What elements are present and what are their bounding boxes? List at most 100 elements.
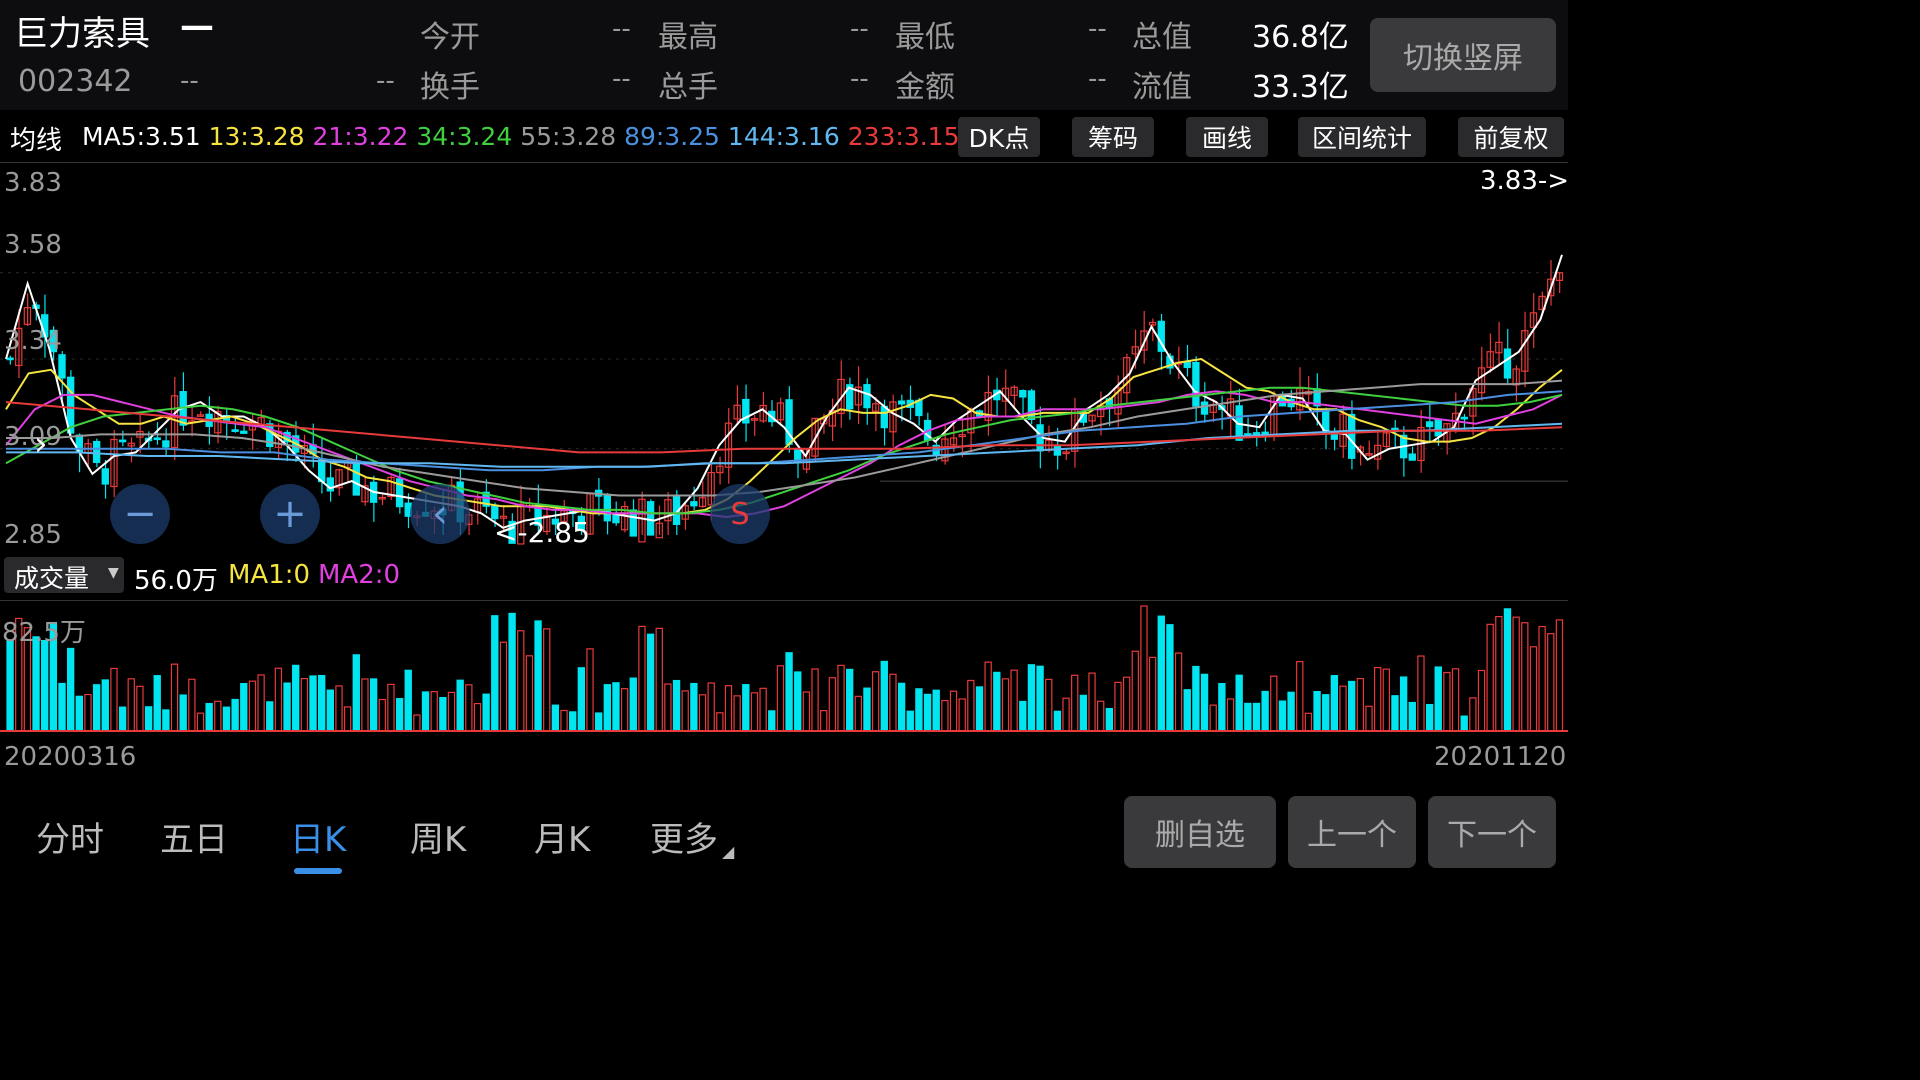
quote-header bbox=[0, 0, 1568, 110]
forward-adjust-button[interactable]: 前复权 bbox=[1458, 117, 1564, 157]
y-label-0: 3.83 bbox=[4, 168, 62, 198]
volume-bar bbox=[1252, 702, 1261, 732]
volume-bar bbox=[266, 701, 274, 732]
ma-line-21 bbox=[5, 390, 1563, 519]
volume-bar bbox=[854, 695, 863, 732]
candle-body bbox=[1062, 451, 1070, 455]
volume-bar bbox=[421, 691, 430, 732]
ma-item-233: 233:3.15 bbox=[847, 122, 960, 151]
tab-intraday[interactable]: 分时 bbox=[36, 820, 104, 860]
volume-bar bbox=[646, 633, 655, 732]
volume-bar bbox=[1218, 683, 1226, 732]
zoom-out-icon[interactable]: − bbox=[110, 484, 170, 544]
field-label-amount: 金额 bbox=[895, 70, 955, 105]
volume-bar bbox=[1053, 710, 1062, 732]
dk-point-button[interactable]: DK点 bbox=[958, 117, 1040, 157]
chips-button[interactable]: 筹码 bbox=[1072, 117, 1154, 157]
volume-bar bbox=[551, 704, 560, 732]
volume-bar bbox=[309, 675, 317, 732]
draw-line-button[interactable]: 画线 bbox=[1186, 117, 1268, 157]
candle-body bbox=[776, 402, 785, 421]
candle-body bbox=[1010, 386, 1018, 396]
volume-bar bbox=[1071, 674, 1079, 732]
candle-body bbox=[543, 514, 551, 533]
volume-bar bbox=[447, 691, 456, 732]
volume-bar bbox=[162, 709, 170, 732]
volume-bar bbox=[993, 671, 1001, 732]
volume-bar bbox=[586, 648, 594, 732]
stock-code: 002342 bbox=[18, 64, 133, 99]
candle-body bbox=[23, 307, 32, 325]
volume-bar bbox=[413, 714, 421, 732]
candle-body bbox=[1434, 419, 1442, 437]
candle-body bbox=[6, 357, 14, 361]
candle-body bbox=[655, 522, 663, 539]
volume-bar bbox=[794, 671, 802, 732]
volume-bar bbox=[283, 682, 291, 732]
volume-bar bbox=[1148, 656, 1157, 732]
indicator-selector[interactable]: 成交量 ▼ bbox=[4, 557, 124, 593]
volume-bar bbox=[906, 710, 914, 732]
volume-bar bbox=[915, 688, 923, 732]
tab-daily-k[interactable]: 日K bbox=[290, 820, 347, 860]
volume-bar bbox=[984, 661, 992, 732]
last-price: — bbox=[180, 6, 214, 46]
volume-bar bbox=[1460, 715, 1468, 732]
ma-line-144 bbox=[6, 422, 1563, 468]
volume-bar bbox=[1399, 676, 1408, 732]
volume-bar bbox=[1296, 660, 1304, 732]
tab-five-day[interactable]: 五日 bbox=[160, 820, 228, 860]
volume-bar bbox=[84, 693, 92, 732]
volume-bar bbox=[1096, 700, 1105, 732]
volume-bar bbox=[66, 647, 75, 732]
volume-bar bbox=[1045, 678, 1053, 732]
field-label-turnover: 换手 bbox=[420, 70, 480, 105]
candle-body bbox=[361, 485, 369, 503]
candle-body bbox=[15, 327, 23, 367]
volume-bar bbox=[1348, 680, 1356, 732]
ma-legend: MA5:3.51 13:3.28 21:3.22 34:3.24 55:3.28… bbox=[82, 122, 960, 151]
volume-bar bbox=[1287, 691, 1295, 732]
volume-bar bbox=[335, 685, 343, 732]
candle-body bbox=[620, 505, 629, 531]
volume-bar bbox=[1131, 650, 1139, 732]
volume-bar bbox=[543, 628, 551, 732]
candle-body bbox=[110, 438, 118, 488]
volume-ma1: MA1:0 bbox=[228, 560, 311, 590]
tab-monthly-k[interactable]: 月K bbox=[534, 820, 591, 860]
volume-bar bbox=[733, 695, 741, 732]
volume-bar bbox=[136, 685, 144, 732]
volume-bar bbox=[231, 698, 239, 732]
volume-bar bbox=[958, 698, 966, 732]
volume-bar bbox=[603, 684, 611, 732]
volume-bar bbox=[1373, 666, 1382, 732]
switch-portrait-button[interactable]: 切换竖屏 bbox=[1370, 18, 1556, 92]
volume-bar bbox=[170, 663, 179, 732]
volume-bar bbox=[1538, 625, 1546, 732]
volume-bar bbox=[837, 664, 845, 732]
volume-bar bbox=[1209, 704, 1217, 732]
chevron-right-icon[interactable]: › bbox=[34, 424, 48, 464]
field-label-total-value: 总值 bbox=[1132, 20, 1192, 55]
zoom-in-icon[interactable]: + bbox=[260, 484, 320, 544]
s-point-icon[interactable]: S bbox=[710, 484, 770, 544]
tab-more[interactable]: 更多 bbox=[650, 820, 718, 860]
previous-stock-button[interactable]: 上一个 bbox=[1288, 796, 1416, 868]
y-label-1: 3.58 bbox=[4, 230, 62, 260]
candle-body bbox=[1547, 278, 1555, 297]
volume-bar bbox=[941, 699, 949, 732]
remove-watchlist-button[interactable]: 删自选 bbox=[1124, 796, 1276, 868]
volume-bar bbox=[525, 655, 534, 732]
arrow-left-icon[interactable]: ‹ bbox=[410, 484, 470, 544]
volume-chart[interactable] bbox=[0, 601, 1568, 732]
tab-weekly-k[interactable]: 周K bbox=[410, 820, 467, 860]
volume-bar bbox=[690, 682, 698, 732]
range-stats-button[interactable]: 区间统计 bbox=[1298, 117, 1426, 157]
candlestick-chart[interactable] bbox=[0, 163, 1568, 549]
volume-bar bbox=[698, 694, 707, 732]
volume-max-label: 82.5万 bbox=[2, 618, 86, 648]
next-stock-button[interactable]: 下一个 bbox=[1428, 796, 1556, 868]
volume-bar bbox=[58, 682, 66, 732]
candle-body bbox=[750, 418, 759, 421]
candle-body bbox=[871, 403, 880, 412]
